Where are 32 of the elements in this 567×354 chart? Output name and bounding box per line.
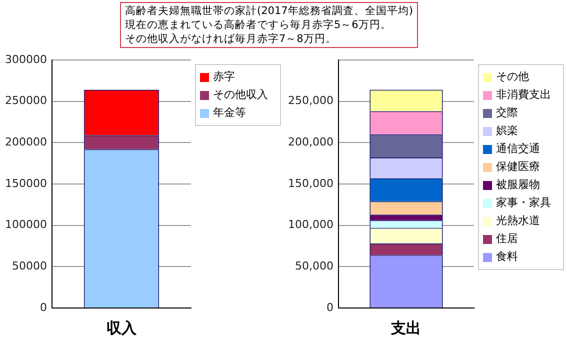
y-tick-label: 50000 — [12, 260, 47, 273]
legend-label: 年金等 — [213, 105, 246, 121]
legend-label: 非消費支出 — [496, 87, 551, 103]
legend-label: 交際 — [496, 105, 518, 121]
y-tick-label: 250000 — [4, 94, 47, 108]
legend-label: 住居 — [496, 231, 518, 247]
legend-label: 家事・家具 — [496, 195, 551, 211]
text: 高齢者夫婦無職世帯の家計(2017年総務省調査、全国平均) — [125, 4, 413, 18]
y-tick-label: 300000 — [4, 52, 47, 66]
y-tick-label: 50,000 — [294, 260, 334, 273]
legend-label: 保健医療 — [496, 159, 540, 175]
text: その他収入がなければ毎月赤字7～8万円。 — [125, 32, 338, 46]
legend-label: 食料 — [496, 249, 518, 265]
text: 現在の恵まれている高齢者ですら毎月赤字5～6万円。 — [125, 18, 392, 32]
y-tick-label: 100,000 — [288, 218, 334, 232]
legend-label: 光熱水道 — [496, 213, 540, 229]
y-tick-label: 0 — [40, 300, 47, 314]
legend-label: その他 — [496, 69, 529, 85]
x-tick-label: 支出 — [390, 318, 422, 337]
y-tick-label: 200000 — [4, 136, 47, 149]
y-tick-label: 0 — [326, 300, 334, 314]
x-tick-label: 収入 — [106, 318, 138, 337]
legend-label: その他収入 — [213, 87, 268, 103]
legend-label: 赤字 — [213, 69, 235, 85]
y-tick-label: 100000 — [4, 218, 47, 232]
y-tick-label: 150,000 — [288, 176, 334, 190]
y-tick-label: 250,000 — [288, 94, 334, 108]
legend-label: 娯楽 — [496, 123, 518, 139]
legend-label: 通信交通 — [496, 141, 540, 157]
y-tick-label: 200,000 — [288, 136, 334, 149]
y-tick-label: 150000 — [4, 176, 47, 190]
legend-label: 被服履物 — [496, 177, 540, 193]
